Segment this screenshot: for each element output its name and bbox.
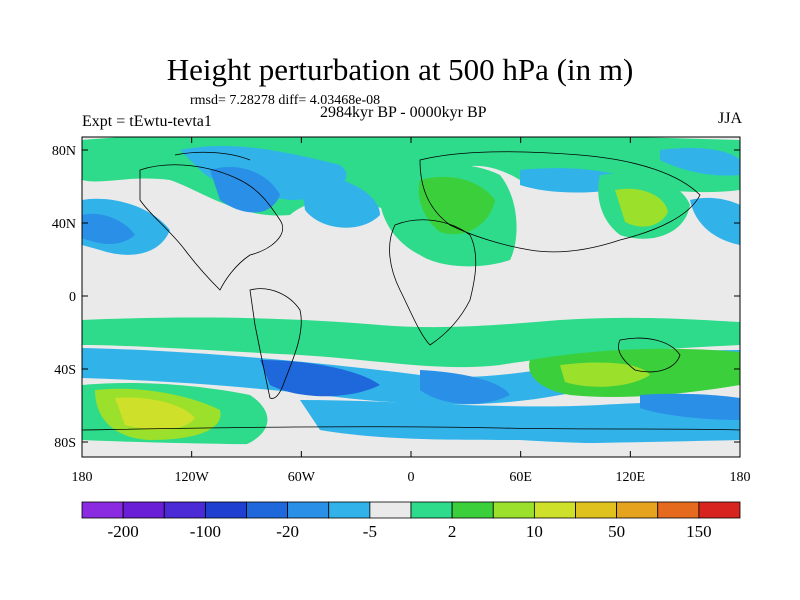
colorbar-swatch (328, 501, 371, 519)
colorbar-label: 150 (686, 522, 712, 541)
colorbar-label: 50 (608, 522, 625, 541)
colorbar-swatch (122, 501, 165, 519)
colorbar-swatch (246, 501, 289, 519)
colorbar-swatch (204, 501, 247, 519)
lon-tick-label: 120E (616, 470, 646, 485)
lat-tick-label: 0 (69, 290, 76, 305)
colorbar-swatch (410, 501, 453, 519)
colorbar-swatch (81, 501, 124, 519)
colorbar-swatch (163, 501, 206, 519)
colorbar-swatch (287, 501, 330, 519)
lon-tick-label: 180 (72, 470, 93, 485)
map-axes: 80N 40N 0 40S 80S 180 120W 60W 0 60E 120E 180 (52, 137, 751, 485)
colorbar-label: -5 (363, 522, 377, 541)
lon-tick-label: 60W (288, 470, 316, 485)
colorbar-swatch (657, 501, 700, 519)
stats-label: rmsd= 7.28278 diff= 4.03468e-08 (190, 93, 381, 108)
lat-tick-label: 40S (54, 363, 76, 378)
chart-title: Height perturbation at 500 hPa (in m) (166, 52, 634, 87)
lon-tick-label: 120W (175, 470, 210, 485)
coastlines (82, 151, 740, 431)
colorbar-swatch (575, 501, 618, 519)
experiment-label: Expt = tEwtu-tevta1 (82, 113, 212, 130)
colorbar-swatch (369, 501, 412, 519)
colorbar-swatch (616, 501, 659, 519)
colorbar-label: -100 (190, 522, 221, 541)
colorbar-swatch (533, 501, 576, 519)
colorbar-label: 2 (448, 522, 457, 541)
lat-tick-label: 40N (52, 217, 76, 232)
lon-tick-label: 180 (730, 470, 751, 485)
anomaly-field (82, 137, 740, 457)
lat-tick-label: 80N (52, 144, 76, 159)
colorbar-label: -20 (276, 522, 299, 541)
lon-tick-label: 60E (509, 470, 532, 485)
colorbar-swatch (451, 501, 494, 519)
season-label: JJA (717, 110, 742, 127)
colorbar: -200 -100 -20 -5 2 10 50 150 (81, 501, 741, 541)
colorbar-label: 10 (526, 522, 543, 541)
lon-tick-label: 0 (408, 470, 415, 485)
period-label: 2984kyr BP - 0000kyr BP (320, 104, 487, 121)
colorbar-swatch (698, 501, 741, 519)
colorbar-swatch (492, 501, 535, 519)
lat-tick-label: 80S (54, 436, 76, 451)
colorbar-label: -200 (108, 522, 139, 541)
